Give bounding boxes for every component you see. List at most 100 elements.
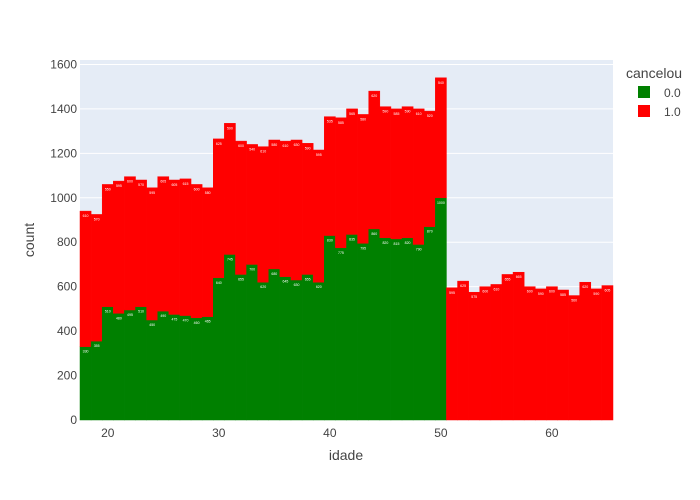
bar-0.0-age-39[interactable] xyxy=(312,281,325,421)
bar-0.0-age-44[interactable] xyxy=(368,228,381,421)
legend-item-0.0[interactable]: 0.0 xyxy=(638,86,681,100)
bar-value-label: 595 xyxy=(116,184,122,188)
bar-1.0-age-25[interactable] xyxy=(157,176,170,312)
legend-swatch-0.0 xyxy=(638,86,650,98)
bar-1.0-age-59[interactable] xyxy=(535,288,547,421)
bar-1.0-age-38[interactable] xyxy=(301,143,314,275)
bar-0.0-age-23[interactable] xyxy=(135,306,147,421)
bar-1.0-age-29[interactable] xyxy=(201,187,214,317)
bar-1.0-age-19[interactable] xyxy=(90,214,103,342)
bar-0.0-age-29[interactable] xyxy=(201,316,214,421)
bar-1.0-age-31[interactable] xyxy=(224,123,236,255)
bar-1.0-age-33[interactable] xyxy=(246,144,258,265)
bar-0.0-age-35[interactable] xyxy=(268,268,281,421)
bar-1.0-age-63[interactable] xyxy=(579,281,592,421)
bar-0.0-age-28[interactable] xyxy=(190,317,203,421)
bar-0.0-age-22[interactable] xyxy=(124,309,136,421)
x-tick-label: 30 xyxy=(212,426,226,440)
bar-1.0-age-26[interactable] xyxy=(168,179,181,315)
bar-1.0-age-27[interactable] xyxy=(179,178,192,316)
bar-value-label: 790 xyxy=(416,247,422,251)
bar-0.0-age-21[interactable] xyxy=(113,313,125,421)
x-tick-label: 60 xyxy=(545,426,559,440)
bar-value-label: 600 xyxy=(549,290,555,294)
bar-1.0-age-32[interactable] xyxy=(235,140,247,275)
bar-0.0-age-26[interactable] xyxy=(168,314,181,421)
bar-0.0-age-32[interactable] xyxy=(235,274,247,421)
legend-item-1.0[interactable]: 1.0 xyxy=(638,105,681,119)
bar-0.0-age-24[interactable] xyxy=(146,319,158,421)
bar-value-label: 835 xyxy=(349,237,355,241)
bar-1.0-age-49[interactable] xyxy=(423,110,436,227)
bar-1.0-age-61[interactable] xyxy=(557,289,569,421)
bar-1.0-age-56[interactable] xyxy=(501,274,514,421)
y-axis-title: count xyxy=(21,223,37,257)
bar-1.0-age-41[interactable] xyxy=(335,117,347,249)
bar-1.0-age-42[interactable] xyxy=(346,108,358,235)
bar-1.0-age-51[interactable] xyxy=(446,287,458,421)
bar-1.0-age-24[interactable] xyxy=(146,187,158,321)
bar-1.0-age-48[interactable] xyxy=(412,108,425,245)
bar-1.0-age-37[interactable] xyxy=(290,139,303,281)
bar-1.0-age-23[interactable] xyxy=(135,179,147,307)
bar-0.0-age-34[interactable] xyxy=(257,281,270,421)
bar-0.0-age-30[interactable] xyxy=(213,277,225,421)
bar-value-label: 820 xyxy=(405,241,411,245)
y-tick-label: 1600 xyxy=(50,57,77,71)
bar-0.0-age-18[interactable] xyxy=(79,346,92,421)
bar-1.0-age-62[interactable] xyxy=(568,295,580,421)
bar-value-label: 470 xyxy=(183,319,189,323)
bar-1.0-age-55[interactable] xyxy=(490,284,503,421)
bar-1.0-age-40[interactable] xyxy=(324,116,336,236)
bar-0.0-age-37[interactable] xyxy=(290,279,303,421)
bar-1.0-age-30[interactable] xyxy=(213,138,225,279)
bar-1.0-age-18[interactable] xyxy=(79,210,92,347)
bar-1.0-age-47[interactable] xyxy=(401,106,414,239)
bar-1.0-age-20[interactable] xyxy=(101,184,114,307)
bar-value-label: 610 xyxy=(283,144,289,148)
bar-0.0-age-43[interactable] xyxy=(357,243,369,421)
bar-1.0-age-45[interactable] xyxy=(379,106,392,239)
bar-1.0-age-35[interactable] xyxy=(268,139,281,270)
bar-0.0-age-27[interactable] xyxy=(179,315,192,421)
bar-0.0-age-50[interactable] xyxy=(435,197,447,421)
bar-1.0-age-50[interactable] xyxy=(435,77,447,199)
bar-1.0-age-36[interactable] xyxy=(279,140,292,277)
bar-0.0-age-33[interactable] xyxy=(246,264,258,421)
bar-1.0-age-22[interactable] xyxy=(124,176,136,311)
bar-0.0-age-38[interactable] xyxy=(301,274,314,421)
legend-title: cancelou xyxy=(626,65,682,81)
bar-1.0-age-65[interactable] xyxy=(601,285,614,421)
bar-0.0-age-31[interactable] xyxy=(224,254,236,421)
bar-0.0-age-25[interactable] xyxy=(157,310,170,421)
bar-0.0-age-46[interactable] xyxy=(390,238,403,421)
bar-1.0-age-52[interactable] xyxy=(457,280,469,421)
bar-1.0-age-44[interactable] xyxy=(368,90,381,230)
bar-0.0-age-45[interactable] xyxy=(379,237,392,421)
bar-1.0-age-53[interactable] xyxy=(468,291,481,421)
bar-1.0-age-21[interactable] xyxy=(113,180,125,314)
bar-1.0-age-39[interactable] xyxy=(312,149,325,283)
y-tick-label: 1000 xyxy=(50,191,77,205)
bar-1.0-age-46[interactable] xyxy=(390,108,403,240)
bar-0.0-age-48[interactable] xyxy=(412,244,425,421)
y-tick-label: 200 xyxy=(57,369,77,383)
bar-0.0-age-36[interactable] xyxy=(279,276,292,421)
bar-0.0-age-49[interactable] xyxy=(423,226,436,421)
bar-1.0-age-58[interactable] xyxy=(523,286,536,421)
bar-0.0-age-47[interactable] xyxy=(401,237,414,421)
bar-1.0-age-64[interactable] xyxy=(590,288,603,421)
bar-0.0-age-19[interactable] xyxy=(90,340,103,421)
bar-1.0-age-54[interactable] xyxy=(479,286,492,421)
bar-0.0-age-40[interactable] xyxy=(324,235,336,421)
bar-1.0-age-57[interactable] xyxy=(512,271,525,421)
bar-0.0-age-42[interactable] xyxy=(346,234,358,421)
bar-1.0-age-28[interactable] xyxy=(190,184,203,319)
bar-value-label: 550 xyxy=(105,187,111,191)
bar-1.0-age-34[interactable] xyxy=(257,146,270,283)
bar-1.0-age-43[interactable] xyxy=(357,114,369,244)
bar-1.0-age-60[interactable] xyxy=(546,286,558,421)
bar-0.0-age-41[interactable] xyxy=(335,247,347,421)
bar-0.0-age-20[interactable] xyxy=(101,306,114,421)
